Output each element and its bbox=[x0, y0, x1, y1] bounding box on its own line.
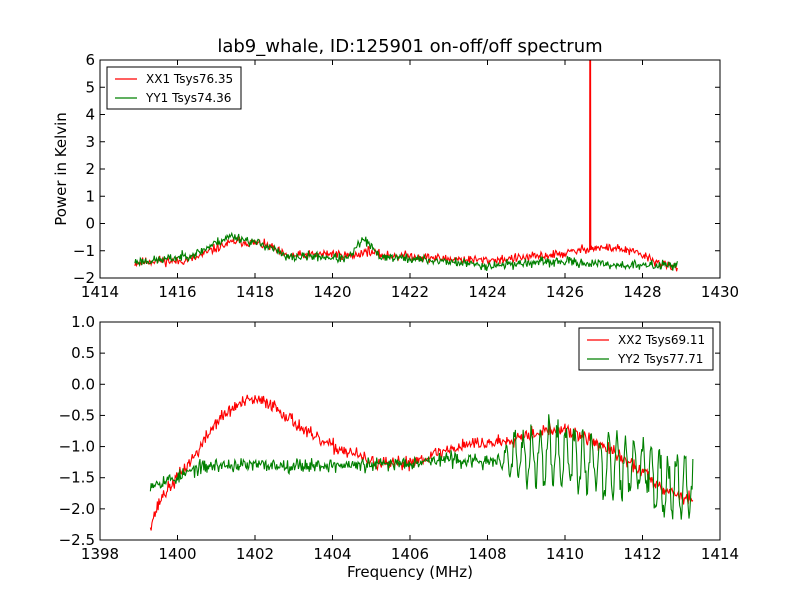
x-axis-label: Frequency (MHz) bbox=[347, 563, 473, 581]
x-tick-label: 1408 bbox=[468, 545, 506, 563]
x-tick-label: 1414 bbox=[81, 283, 119, 301]
legend-label: XX2 Tsys69.11 bbox=[618, 333, 705, 347]
x-tick-label: 1426 bbox=[546, 283, 584, 301]
y-tick-label: 4 bbox=[85, 106, 95, 124]
bottom-panel: 1398 1400 1402 1404 1406 1408 1410 1412 1414 −2.5… bbox=[59, 313, 740, 563]
y-tick-label: −1.5 bbox=[59, 469, 95, 487]
x-tick-label: 1424 bbox=[468, 283, 506, 301]
x-tick-label: 1400 bbox=[158, 545, 196, 563]
top-panel: 1414 1416 1418 1420 1422 1424 1426 1428 1430−2−1… bbox=[73, 51, 739, 301]
series-line-yy2 bbox=[149, 414, 694, 520]
x-tick-label: 1418 bbox=[236, 283, 274, 301]
x-tick-label: 1414 bbox=[701, 545, 739, 563]
y-tick-label: 0.5 bbox=[71, 344, 95, 362]
legend-label: YY1 Tsys74.36 bbox=[145, 91, 231, 105]
x-tick-label: 1416 bbox=[158, 283, 196, 301]
y-tick-label: −2.0 bbox=[59, 500, 95, 518]
series-line-yy1 bbox=[134, 231, 678, 272]
y-tick-label: 2 bbox=[85, 160, 95, 178]
y-tick-label: 3 bbox=[85, 133, 95, 151]
x-tick-label: 1428 bbox=[623, 283, 661, 301]
y-tick-label: 0 bbox=[85, 215, 95, 233]
x-tick-label: 1412 bbox=[623, 545, 661, 563]
y-tick-label: −1 bbox=[73, 242, 95, 260]
x-tick-label: 1410 bbox=[546, 545, 584, 563]
x-tick-label: 1402 bbox=[236, 545, 274, 563]
y-tick-label: −2 bbox=[73, 269, 95, 287]
x-tick-label: 1422 bbox=[391, 283, 429, 301]
y-tick-label: 1.0 bbox=[71, 313, 95, 331]
series-line-xx1 bbox=[134, 60, 678, 272]
y-tick-label: −0.5 bbox=[59, 406, 95, 424]
y-tick-label: 5 bbox=[85, 78, 95, 96]
legend: XX1 Tsys76.35 YY1 Tsys74.36 bbox=[106, 66, 242, 110]
series-line-xx2 bbox=[149, 394, 694, 531]
y-tick-label: −2.5 bbox=[59, 531, 95, 549]
x-tick-label: 1430 bbox=[701, 283, 739, 301]
y-axis-label: Power in Kelvin bbox=[52, 112, 70, 226]
x-tick-label: 1404 bbox=[313, 545, 351, 563]
y-tick-label: 1 bbox=[85, 187, 95, 205]
legend-label: XX1 Tsys76.35 bbox=[146, 72, 233, 86]
x-tick-label: 1406 bbox=[391, 545, 429, 563]
y-tick-label: −1.0 bbox=[59, 438, 95, 456]
legend-box bbox=[106, 66, 242, 110]
y-tick-label: 0.0 bbox=[71, 375, 95, 393]
legend-label: YY2 Tsys77.71 bbox=[617, 352, 703, 366]
x-tick-label: 1398 bbox=[81, 545, 119, 563]
legend-box bbox=[578, 327, 714, 371]
x-tick-label: 1420 bbox=[313, 283, 351, 301]
y-tick-label: 6 bbox=[85, 51, 95, 69]
legend: XX2 Tsys69.11 YY2 Tsys77.71 bbox=[578, 327, 714, 371]
figure-title: lab9_whale, ID:125901 on-off/off spectru… bbox=[217, 36, 602, 57]
